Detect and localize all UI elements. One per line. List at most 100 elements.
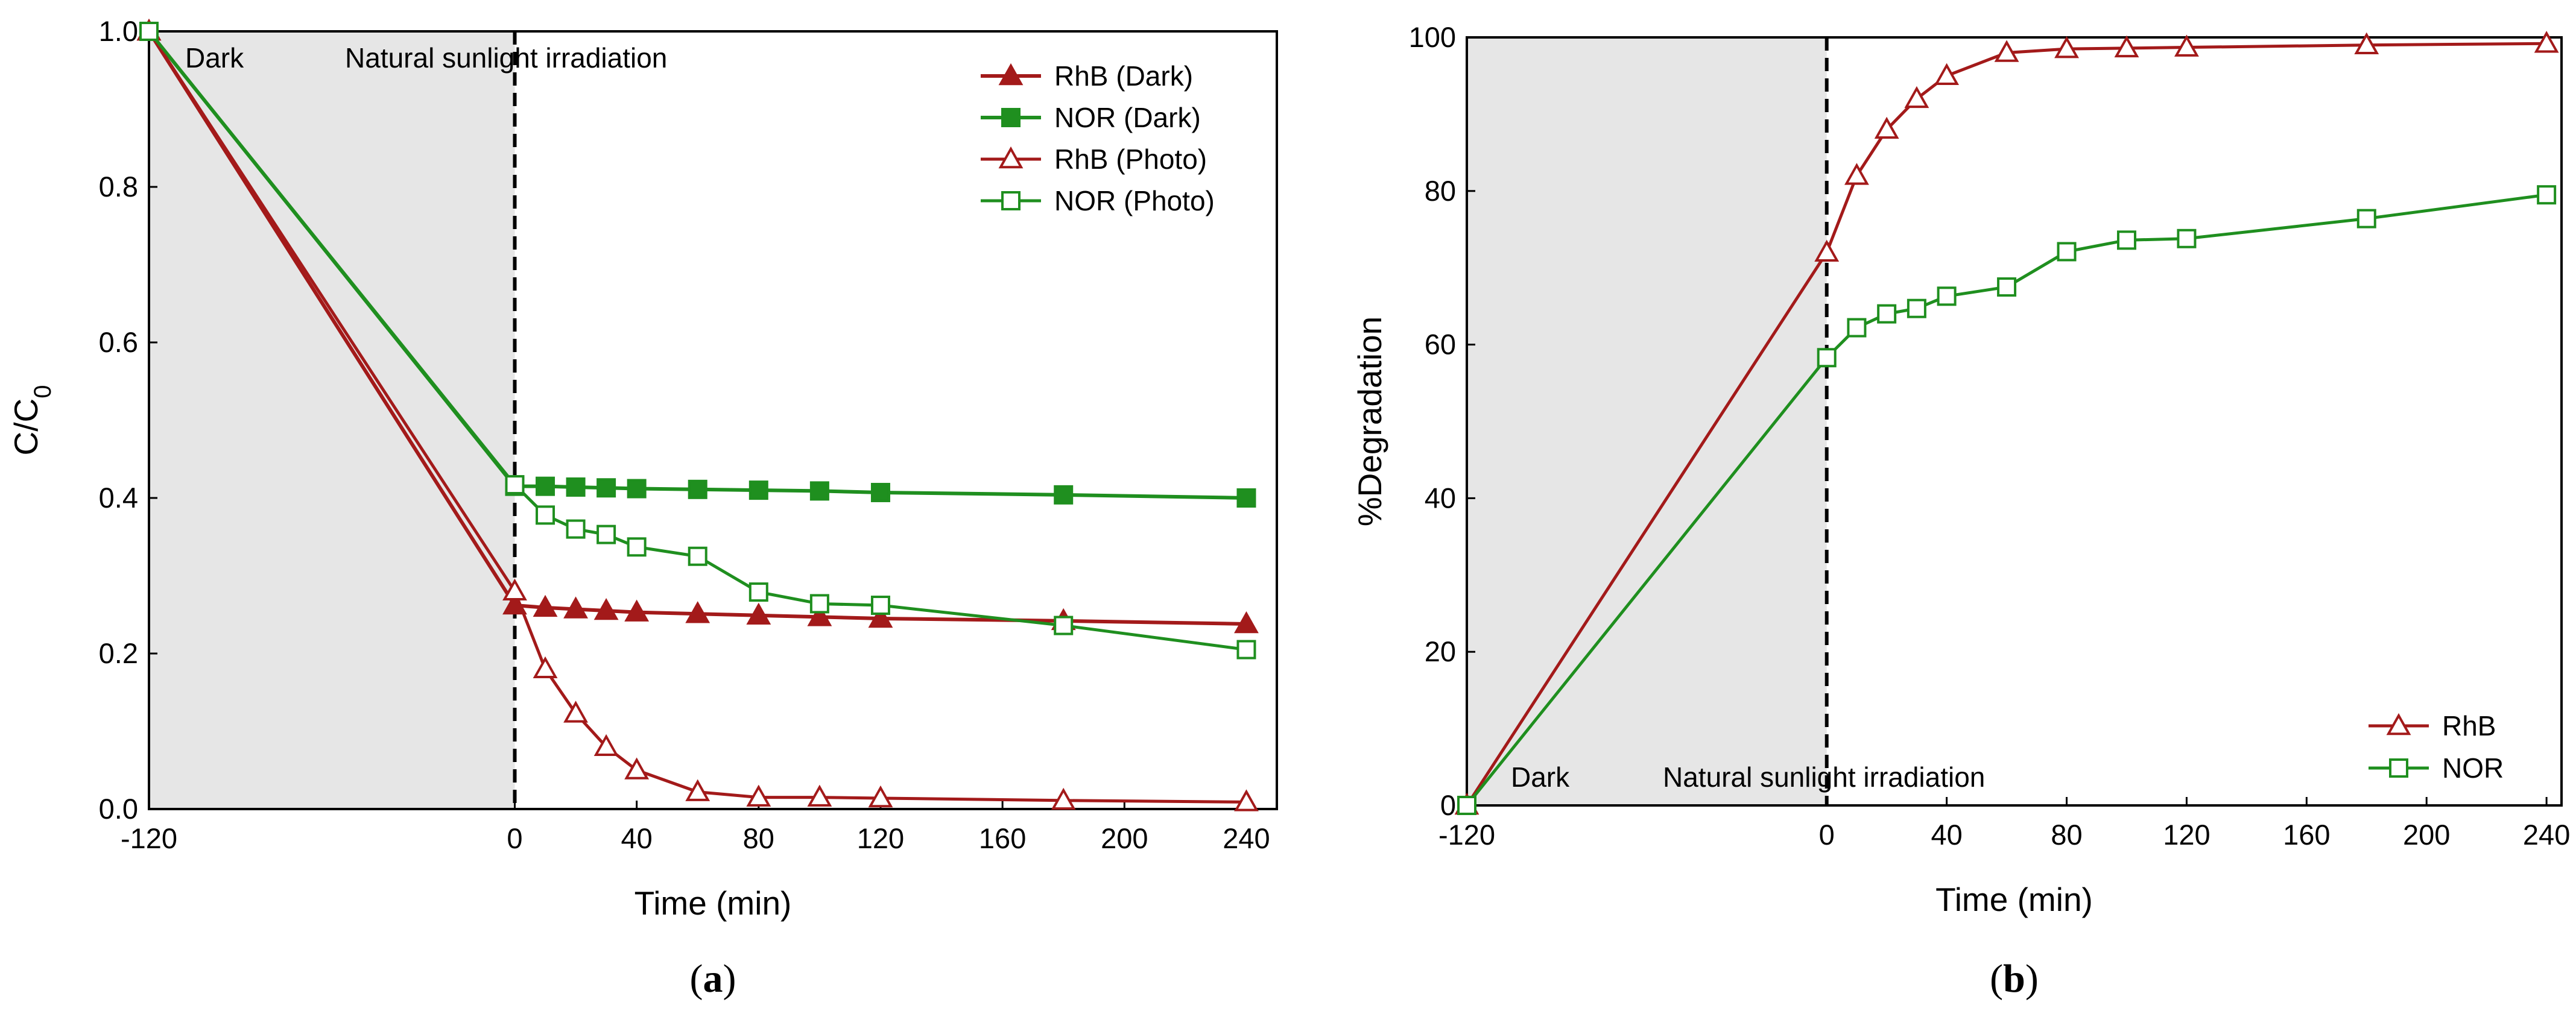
data-point bbox=[2054, 36, 2079, 58]
panel-label-letter: b bbox=[2003, 957, 2025, 1001]
panel-label-open-paren: ( bbox=[1990, 957, 2003, 1001]
data-point bbox=[685, 601, 710, 623]
legend-label: RhB (Photo) bbox=[1054, 143, 1207, 175]
y-tick-label: 0.6 bbox=[99, 326, 138, 358]
data-point bbox=[2177, 228, 2197, 248]
legend-label: RhB bbox=[2442, 710, 2496, 742]
data-point bbox=[2114, 35, 2139, 58]
panel-label-close-paren: ) bbox=[2025, 957, 2039, 1001]
legend-label: RhB (Dark) bbox=[1054, 60, 1193, 92]
data-point bbox=[807, 604, 832, 626]
data-point bbox=[2174, 34, 2199, 57]
data-point bbox=[1814, 239, 1840, 262]
data-point bbox=[1234, 789, 1259, 811]
data-point bbox=[685, 779, 710, 801]
y-tick-label: 0.4 bbox=[99, 482, 138, 514]
y-tick-label: 0.2 bbox=[99, 637, 138, 669]
panel-label: (a) bbox=[690, 957, 736, 1001]
x-tick-label: 160 bbox=[979, 822, 1026, 854]
data-point bbox=[746, 602, 771, 625]
data-point bbox=[502, 578, 527, 601]
light-region-label: Natural sunlight irradiation bbox=[1663, 761, 1985, 793]
legend-swatch-marker bbox=[1001, 108, 1021, 127]
data-point bbox=[563, 701, 588, 723]
y-tick-label: 60 bbox=[1425, 329, 1456, 361]
y-tick-label: 0.8 bbox=[99, 171, 138, 203]
data-point bbox=[2534, 31, 2559, 53]
legend-swatch-marker bbox=[998, 146, 1024, 169]
legend-swatch-marker bbox=[998, 63, 1024, 86]
dark-period-shading bbox=[1467, 37, 1827, 805]
x-tick-label: 240 bbox=[2523, 819, 2570, 851]
data-point bbox=[1457, 796, 1476, 815]
data-point bbox=[624, 599, 650, 622]
dark-region-label: Dark bbox=[185, 42, 244, 74]
data-point bbox=[593, 734, 619, 757]
data-point bbox=[2354, 32, 2379, 54]
data-point bbox=[505, 475, 525, 495]
y-tick-label: 0.0 bbox=[99, 793, 138, 825]
data-point bbox=[1907, 298, 1926, 318]
panel-label: (b) bbox=[1990, 957, 2039, 1001]
series-line bbox=[1465, 42, 2547, 807]
y-axis-title-text: %Degradation bbox=[1351, 317, 1388, 527]
data-point bbox=[807, 784, 832, 807]
x-tick-label: 240 bbox=[1223, 822, 1270, 854]
x-tick-label: 0 bbox=[1819, 819, 1835, 851]
data-point bbox=[1054, 616, 1074, 635]
data-point bbox=[536, 505, 555, 525]
x-tick-label: 200 bbox=[2403, 819, 2450, 851]
data-point bbox=[1236, 640, 1256, 660]
dark-period-shading bbox=[149, 31, 515, 809]
light-region-label: Natural sunlight irradiation bbox=[345, 42, 667, 74]
data-point bbox=[563, 596, 588, 619]
legend-swatch-marker bbox=[1001, 191, 1021, 210]
panel-label-open-paren: ( bbox=[690, 957, 703, 1001]
x-tick-label: 0 bbox=[507, 822, 522, 854]
legend-label: NOR bbox=[2442, 752, 2504, 784]
data-point bbox=[2116, 230, 2136, 250]
x-tick-label: 200 bbox=[1101, 822, 1148, 854]
x-axis-title: Time (min) bbox=[635, 884, 792, 922]
legend: RhB (Dark) NOR (Dark) RhB (Photo) NOR (Phot… bbox=[981, 60, 1215, 216]
legend-swatch-marker bbox=[2386, 713, 2411, 735]
y-tick-label: 80 bbox=[1425, 175, 1456, 207]
chart-panel-a: -120 0 40 80 120 160 200 240 0.0 0.2 0.4 0.6 0.8 1.0 T… bbox=[7, 15, 1278, 1001]
x-tick-label: 120 bbox=[857, 822, 904, 854]
data-point bbox=[870, 596, 890, 616]
data-point bbox=[746, 784, 771, 807]
panel-label-letter: a bbox=[703, 957, 723, 1001]
data-point bbox=[688, 479, 707, 499]
x-tick-label: -120 bbox=[1438, 819, 1495, 851]
data-point bbox=[1994, 40, 2019, 62]
plot-frame bbox=[148, 30, 1278, 810]
data-point bbox=[533, 656, 558, 679]
data-point bbox=[627, 479, 647, 499]
series-rhb-photo bbox=[136, 18, 1259, 811]
data-point bbox=[2356, 209, 2376, 228]
data-point bbox=[1236, 488, 1256, 508]
data-point bbox=[1847, 318, 1867, 338]
data-point bbox=[748, 480, 768, 500]
data-point bbox=[1817, 348, 1837, 368]
data-point bbox=[536, 476, 555, 496]
series-nor-photo bbox=[139, 22, 1256, 660]
data-point bbox=[1844, 163, 1869, 185]
series-nor bbox=[1457, 185, 2557, 815]
x-tick-label: 80 bbox=[2051, 819, 2082, 851]
y-tick-label: 100 bbox=[1409, 21, 1456, 53]
y-tick-label: 0 bbox=[1440, 789, 1456, 821]
data-point bbox=[2537, 185, 2557, 205]
data-point bbox=[597, 478, 616, 498]
data-point bbox=[2057, 242, 2077, 262]
data-point bbox=[566, 519, 586, 539]
data-point bbox=[139, 22, 159, 41]
data-point bbox=[624, 757, 650, 780]
legend-label: NOR (Photo) bbox=[1054, 185, 1215, 216]
y-tick-label: 1.0 bbox=[99, 15, 138, 47]
data-point bbox=[809, 594, 829, 614]
data-point bbox=[688, 546, 707, 566]
data-point bbox=[533, 594, 558, 617]
